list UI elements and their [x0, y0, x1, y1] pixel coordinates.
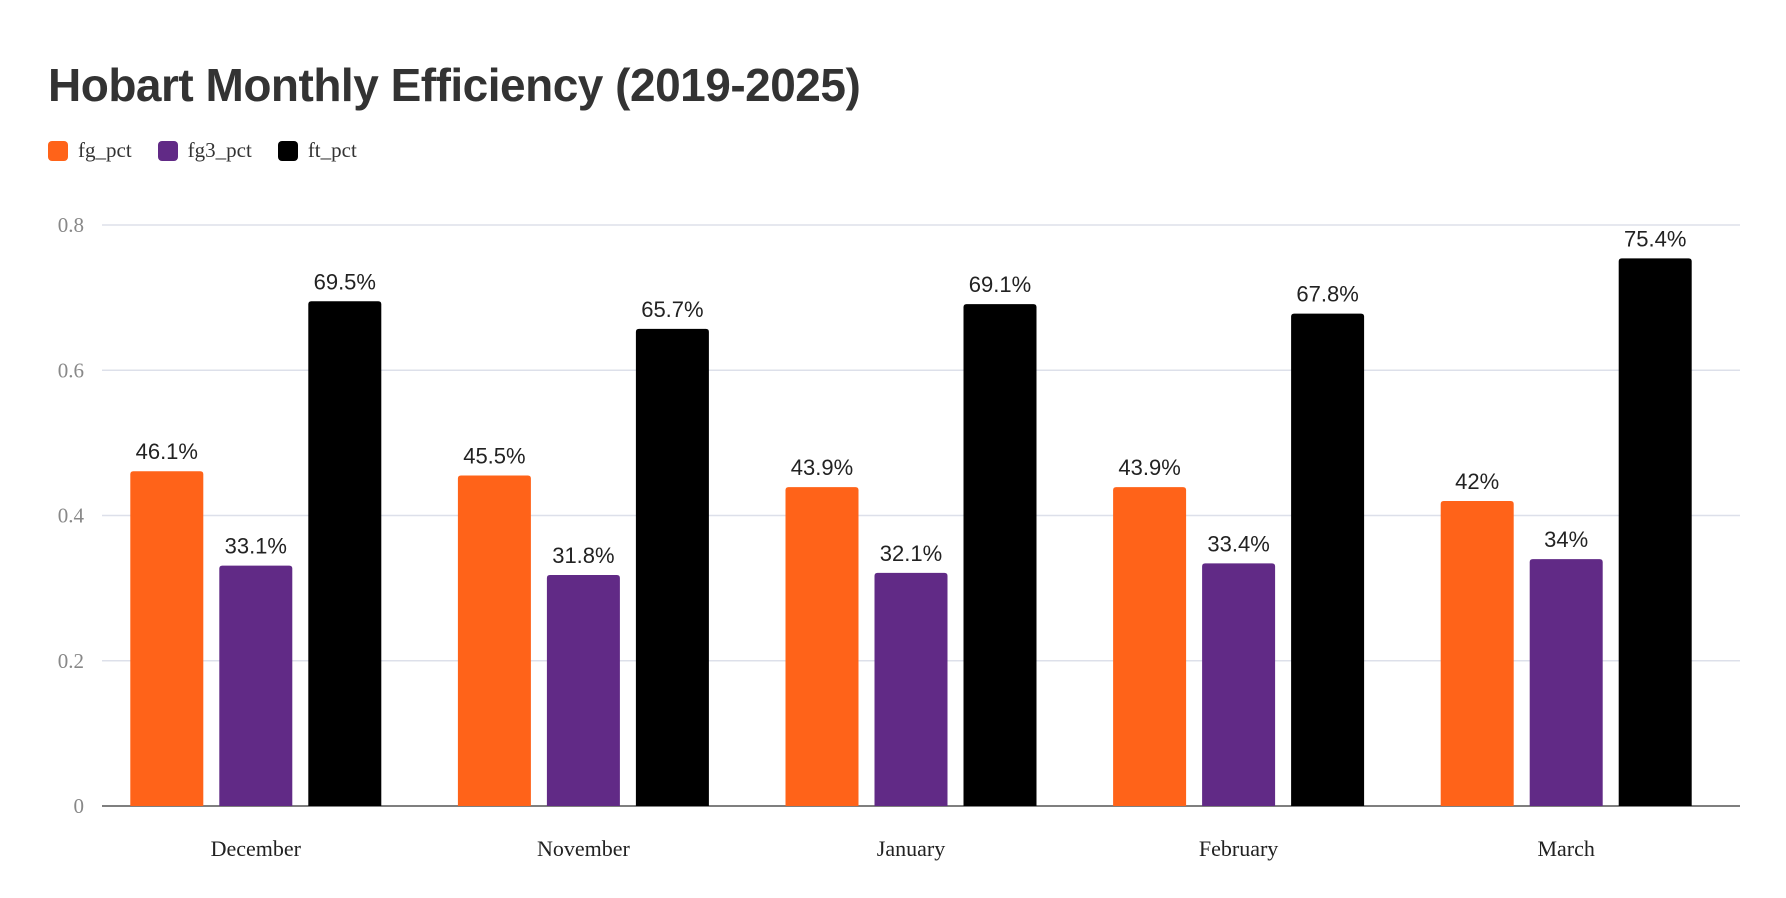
data-label: 33.1% — [225, 534, 287, 559]
bar-fg-pct — [785, 487, 859, 806]
bar-fg-pct — [130, 471, 204, 806]
y-tick-label: 0.4 — [58, 504, 85, 528]
bar-fg3-pct — [1529, 559, 1603, 806]
bar-ft-pct — [963, 304, 1037, 806]
bar-ft-pct — [308, 301, 382, 806]
legend: fg_pct fg3_pct ft_pct — [48, 138, 357, 163]
y-tick-label: 0.2 — [58, 649, 84, 673]
y-tick-label: 0 — [74, 794, 85, 818]
x-tick-label: December — [211, 836, 302, 861]
y-tick-label: 0.6 — [58, 358, 84, 382]
bar-ft-pct — [1618, 258, 1692, 807]
data-label: 43.9% — [791, 455, 853, 480]
legend-label-ft-pct: ft_pct — [307, 138, 357, 162]
data-label: 32.1% — [880, 541, 942, 566]
data-label: 69.5% — [314, 269, 376, 294]
bar-fg-pct — [1113, 487, 1187, 806]
x-tick-label: November — [537, 836, 631, 861]
data-label: 67.8% — [1296, 282, 1358, 307]
legend-item-fg3-pct[interactable]: fg3_pct — [157, 138, 252, 163]
data-label: 43.9% — [1118, 455, 1180, 480]
data-label: 45.5% — [463, 444, 525, 469]
data-label: 34% — [1544, 527, 1588, 552]
data-label: 75.4% — [1624, 226, 1686, 251]
data-label: 46.1% — [136, 439, 198, 464]
bar-fg3-pct — [546, 575, 620, 806]
bar-fg-pct — [457, 475, 531, 806]
legend-label-fg3-pct: fg3_pct — [187, 138, 252, 162]
bar-fg3-pct — [874, 572, 948, 806]
bar-fg-pct — [1440, 500, 1514, 806]
y-tick-label: 0.8 — [58, 213, 84, 237]
data-label: 31.8% — [552, 543, 614, 568]
data-label: 69.1% — [969, 272, 1031, 297]
legend-swatch-fg-pct — [48, 140, 68, 161]
x-tick-label: February — [1199, 836, 1278, 861]
x-tick-label: January — [877, 836, 945, 861]
legend-swatch-ft-pct — [277, 140, 298, 161]
legend-item-ft-pct[interactable]: ft_pct — [277, 138, 357, 163]
bar-fg3-pct — [219, 565, 293, 806]
bar-ft-pct — [1291, 313, 1365, 806]
x-tick-label: March — [1537, 836, 1594, 861]
bar-ft-pct — [635, 328, 709, 806]
data-label: 33.4% — [1207, 531, 1269, 556]
data-label: 42% — [1455, 469, 1499, 494]
legend-label-fg-pct: fg_pct — [78, 138, 132, 162]
legend-item-fg-pct[interactable]: fg_pct — [48, 138, 132, 163]
chart-title: Hobart Monthly Efficiency (2019-2025) — [48, 59, 861, 111]
bar-fg3-pct — [1202, 563, 1276, 806]
legend-swatch-fg3-pct — [157, 140, 178, 161]
data-label: 65.7% — [641, 297, 703, 322]
